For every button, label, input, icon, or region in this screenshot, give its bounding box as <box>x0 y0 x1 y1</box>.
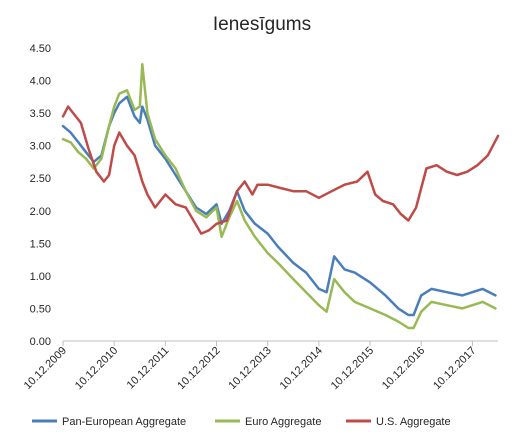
series-line-2 <box>61 105 500 235</box>
series-line-0 <box>61 95 497 317</box>
y-tick-label: 3.00 <box>30 141 51 153</box>
y-tick-label: 0.00 <box>30 336 51 348</box>
x-tick-label: 10.12.2016 <box>380 345 427 392</box>
y-axis: 0.00 0.50 1.00 1.50 2.00 2.50 3.00 3.50 4.00 4.50 <box>30 43 51 348</box>
legend-label: U.S. Aggregate <box>376 416 451 428</box>
y-tick-label: 1.00 <box>30 271 51 283</box>
x-tick-label: 10.12.2014 <box>278 345 325 392</box>
plot-area <box>61 63 500 330</box>
chart-title: Ienesīgums <box>213 14 311 35</box>
y-tick-label: 3.50 <box>30 108 51 120</box>
x-tick-label: 10.12.2013 <box>226 345 273 392</box>
y-tick-label: 2.00 <box>30 206 51 218</box>
x-axis: 10.12.2009 10.12.2010 10.12.2011 10.12.2012… <box>22 340 498 392</box>
legend-label: Euro Aggregate <box>245 416 321 428</box>
x-tick-label: 10.12.2015 <box>329 345 376 392</box>
x-tick-label: 10.12.2009 <box>22 345 69 392</box>
legend-label: Pan-European Aggregate <box>62 416 186 428</box>
y-tick-label: 2.50 <box>30 173 51 185</box>
x-tick-label: 10.12.2011 <box>125 345 172 392</box>
series-line-1 <box>61 63 497 330</box>
x-tick-label: 10.12.2010 <box>73 345 120 392</box>
legend: Pan-European Aggregate Euro Aggregate U.S.… <box>32 416 451 428</box>
x-tick-label: 10.12.2012 <box>175 345 222 392</box>
y-tick-label: 4.00 <box>30 76 51 88</box>
y-tick-label: 0.50 <box>30 303 51 315</box>
y-tick-label: 4.50 <box>30 43 51 55</box>
y-tick-label: 1.50 <box>30 238 51 250</box>
x-tick-label: 10.12.2017 <box>431 345 478 392</box>
